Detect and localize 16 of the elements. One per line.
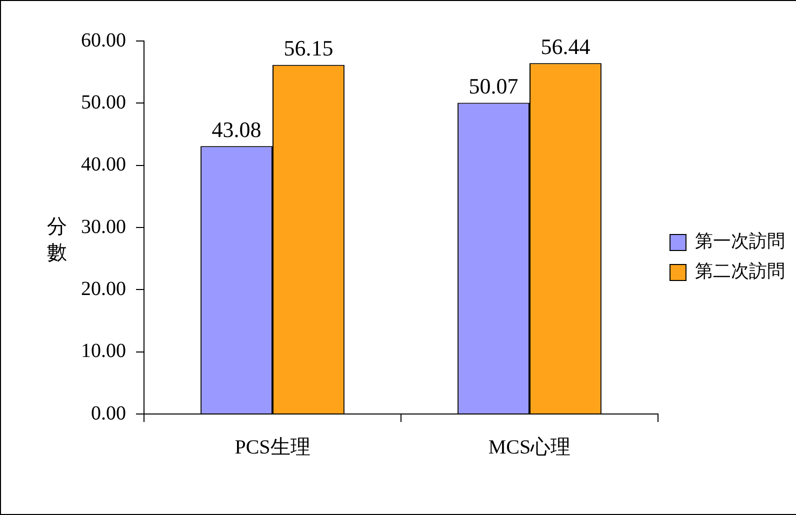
y-axis-title: 分數 bbox=[47, 213, 67, 265]
legend-label: 第二次訪問 bbox=[695, 261, 785, 282]
data-label: 50.07 bbox=[468, 74, 518, 99]
y-tick-label: 60.00 bbox=[81, 29, 126, 52]
y-tick-label: 40.00 bbox=[81, 154, 126, 176]
data-label: 43.08 bbox=[212, 116, 262, 142]
y-tick-label: 10.00 bbox=[81, 340, 126, 362]
y-tick-label: 30.00 bbox=[81, 216, 126, 238]
y-tick-label: 50.00 bbox=[81, 91, 126, 114]
x-tick-label: MCS心理 bbox=[488, 436, 571, 458]
data-label: 56.15 bbox=[284, 36, 334, 61]
x-tick-label: PCS生理 bbox=[234, 436, 310, 458]
y-tick-label: 20.00 bbox=[81, 278, 126, 300]
legend-label: 第一次訪問 bbox=[695, 231, 785, 252]
y-tick-label: 0.00 bbox=[91, 402, 126, 424]
data-label: 56.44 bbox=[540, 34, 590, 59]
